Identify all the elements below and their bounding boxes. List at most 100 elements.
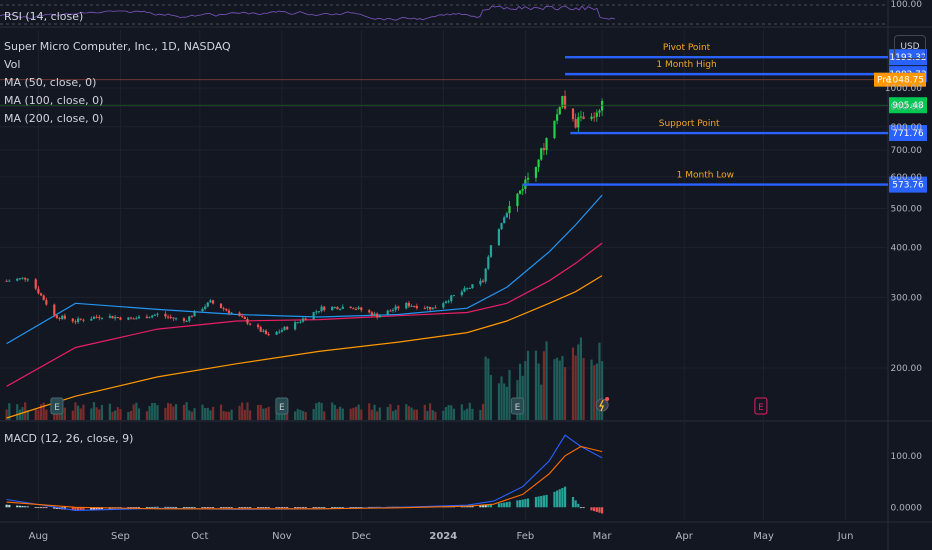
candle-body — [278, 331, 281, 333]
macd-histogram-bar — [153, 506, 156, 508]
candle-body — [484, 268, 487, 282]
candles — [5, 90, 604, 337]
volume-bar — [227, 411, 231, 420]
candle-body — [503, 217, 506, 224]
macd-histogram-bar — [497, 503, 501, 508]
volume-bar — [339, 406, 342, 420]
legend-ma100[interactable]: MA (100, close, 0) — [4, 94, 104, 107]
level-price-label: 573.76 — [892, 181, 924, 191]
macd-histogram-bar — [590, 507, 593, 511]
volume-bar — [463, 410, 466, 420]
price-tick-label: 800.00 — [891, 123, 923, 133]
macd-histogram-bar — [299, 507, 302, 509]
macd-histogram-bar — [219, 507, 223, 509]
macd-histogram-bar — [127, 507, 130, 509]
macd-histogram-bar — [185, 507, 188, 508]
macd-histogram-bar — [296, 507, 299, 509]
macd-histogram-bar — [209, 507, 212, 509]
candle-body — [16, 278, 19, 281]
candle-body — [55, 315, 59, 318]
candle-body — [114, 317, 117, 319]
macd-legend[interactable]: MACD (12, 26, close, 9) — [4, 432, 134, 445]
candle-body — [45, 300, 48, 305]
volume-bar — [132, 404, 135, 420]
time-tick-label: Aug — [29, 531, 49, 542]
volume-bar — [238, 405, 241, 420]
candle-body — [5, 280, 8, 282]
candle-body — [230, 312, 233, 314]
macd-histogram-bar — [357, 507, 360, 508]
volume-bar — [45, 409, 48, 420]
earnings-icon-letter: E — [758, 403, 764, 413]
candle-body — [53, 304, 56, 316]
macd-histogram-bar — [92, 507, 96, 510]
volume-bar — [166, 402, 170, 420]
volume-bar — [466, 408, 469, 420]
volume-bar — [331, 402, 334, 420]
currency-button[interactable]: USD — [894, 35, 926, 59]
volume-bar — [190, 411, 194, 420]
macd-histogram-bar — [558, 489, 561, 508]
macd-histogram-bar — [71, 507, 74, 511]
candle-body — [225, 308, 228, 311]
time-tick-label: Nov — [272, 531, 292, 542]
macd-histogram-bar — [526, 498, 530, 508]
macd-tick-label: 0.0000 — [891, 503, 923, 513]
legend-ma200[interactable]: MA (200, close, 0) — [4, 112, 104, 125]
candle-body — [444, 301, 448, 304]
macd-histogram-bar — [246, 507, 249, 509]
volume-bar — [442, 410, 445, 420]
candle-body — [312, 312, 315, 320]
macd-histogram-bar — [352, 507, 355, 508]
candle-body — [542, 148, 545, 151]
earnings-icon — [50, 397, 64, 415]
macd-histogram-bar — [524, 499, 527, 508]
macd-histogram-bar — [42, 507, 45, 509]
candle-body — [370, 312, 373, 316]
volume-bar — [537, 363, 540, 420]
volume-bar — [24, 402, 27, 420]
candle-body — [172, 317, 175, 319]
macd-histogram-bar — [360, 506, 363, 508]
volume-bar — [296, 408, 299, 420]
candle-body — [227, 310, 231, 314]
candle-body — [428, 306, 432, 310]
macd-histogram-bar — [135, 507, 138, 509]
rsi-legend[interactable]: RSI (14, close) — [4, 10, 84, 23]
candle-body — [471, 284, 474, 289]
macd-histogram-bar — [259, 507, 262, 509]
macd-histogram-bar — [315, 507, 318, 509]
macd-histogram-bar — [518, 499, 522, 508]
macd-histogram-bar — [264, 507, 268, 509]
legend-vol[interactable]: Vol — [4, 58, 21, 71]
macd-histogram-bar — [201, 507, 204, 509]
macd-histogram-bar — [542, 495, 545, 508]
symbol-title[interactable]: Super Micro Computer, Inc., 1D, NASDAQ — [4, 40, 231, 53]
macd-histogram-bar — [582, 507, 585, 509]
macd-histogram-bar — [256, 507, 260, 509]
candle-body — [339, 308, 342, 310]
macd-histogram-bar — [148, 507, 151, 508]
volume-bar — [119, 409, 122, 420]
volume-bar — [556, 357, 559, 420]
earnings-icon — [754, 397, 768, 415]
earnings-icon-letter: E — [279, 403, 285, 413]
volume-bar — [386, 407, 389, 420]
macd-histogram-bar — [82, 507, 85, 511]
candle-body — [182, 318, 186, 321]
volume-bar — [577, 344, 580, 420]
macd-histogram-bar — [484, 504, 487, 508]
volume-bar — [129, 410, 133, 420]
last-price-tag — [889, 97, 927, 114]
volume-bar — [63, 407, 66, 420]
macd-histogram-bar — [312, 507, 315, 509]
pre-label: Pre — [877, 76, 892, 86]
legend-ma50[interactable]: MA (50, close, 0) — [4, 76, 97, 89]
macd-histogram-bar — [188, 507, 191, 508]
macd-histogram-bar — [508, 501, 511, 508]
candle-body — [452, 295, 456, 297]
